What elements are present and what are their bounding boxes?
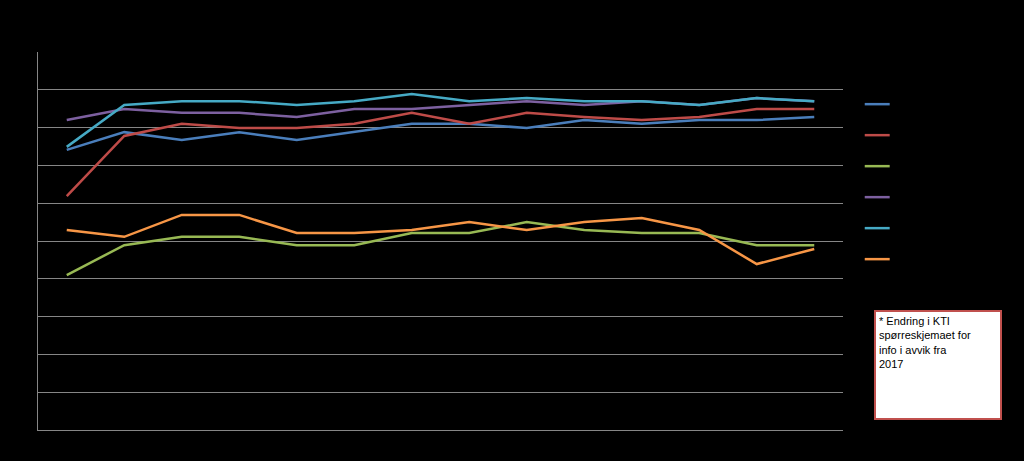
svg-text:* Endring i KTIspørreskjemaet: * Endring i KTIspørreskjemaet forinfo i … <box>879 315 971 370</box>
